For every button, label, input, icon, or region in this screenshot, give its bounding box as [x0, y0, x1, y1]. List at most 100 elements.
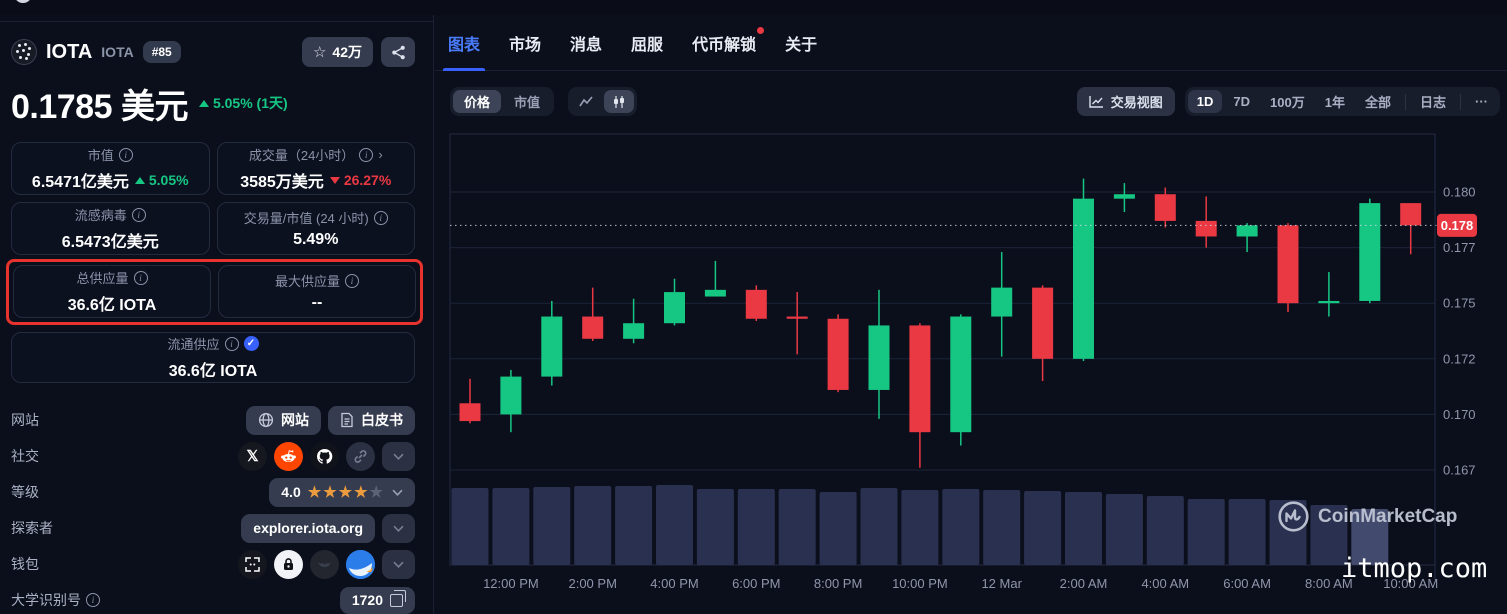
ledger-wallet-icon	[245, 556, 260, 572]
social-more-button[interactable]	[382, 441, 415, 471]
social-row: 社交 𝕏	[11, 438, 415, 474]
interval-100万[interactable]: 100万	[1261, 90, 1314, 113]
link-icon	[354, 449, 367, 463]
ucid-row: 大学识别号 i 1720	[11, 582, 415, 614]
volume-value: 3585万美元	[240, 174, 324, 191]
interval-7d[interactable]: 7D	[1224, 90, 1259, 113]
fdv-card: 流感病毒 i 6.5473亿美元	[11, 202, 210, 255]
total-supply-card: 总供应量 i 36.6亿 IOTA	[13, 265, 211, 318]
interval-全部[interactable]: 全部	[1356, 90, 1400, 113]
tab-token-unlocks[interactable]: 代币解锁	[692, 15, 765, 70]
candle-chart-type-button[interactable]	[604, 90, 635, 113]
divider	[0, 21, 434, 22]
volume-bar	[1187, 499, 1225, 565]
share-button[interactable]	[381, 37, 415, 67]
wallet-dark-button[interactable]	[310, 549, 339, 579]
reddit-button[interactable]	[274, 441, 303, 471]
tab-token-unlocks-label: 代币解锁	[692, 36, 757, 54]
watchlist-button[interactable]: ☆ 42万	[301, 37, 373, 67]
candle-body	[623, 323, 645, 339]
wallet-lock-button[interactable]	[274, 549, 303, 579]
market-cap-change: 5.05%	[148, 172, 189, 188]
candle-body	[1236, 225, 1258, 237]
time-axis-label: 6:00 PM	[732, 576, 780, 591]
volume-bar	[983, 490, 1021, 565]
info-icon[interactable]: i	[86, 593, 100, 607]
candle-body	[459, 403, 481, 422]
wallet-sphere-button[interactable]	[346, 549, 375, 579]
candle-body	[950, 316, 972, 433]
tab-yield[interactable]: 屈服	[631, 15, 663, 70]
info-icon[interactable]: i	[224, 336, 239, 351]
volume-bar	[1310, 505, 1348, 565]
info-icon[interactable]: i	[133, 270, 148, 285]
wallet-row: 钱包	[11, 546, 415, 582]
copy-icon	[390, 589, 406, 607]
info-icon[interactable]: i	[359, 147, 374, 162]
interval-1d[interactable]: 1D	[1187, 90, 1223, 113]
info-icon[interactable]: i	[131, 207, 146, 222]
volume-change: 26.27%	[343, 172, 392, 188]
tab-news-label: 消息	[570, 36, 603, 54]
candle-body	[664, 292, 685, 324]
explorer-button[interactable]: explorer.iota.org	[241, 513, 375, 543]
new-badge-dot	[757, 27, 765, 34]
info-icon[interactable]: i	[373, 210, 388, 225]
github-icon	[317, 448, 333, 464]
site-logo-partial	[14, 0, 32, 3]
x-twitter-button[interactable]: 𝕏	[238, 441, 267, 471]
volume-bar	[1228, 499, 1266, 565]
github-button[interactable]	[310, 441, 339, 471]
info-icon[interactable]: i	[118, 147, 133, 162]
interval-1年[interactable]: 1年	[1316, 90, 1354, 113]
ucid-value: 1720	[351, 592, 383, 608]
price-axis-label: 0.180	[1443, 185, 1476, 200]
time-axis-label: 12 Mar	[981, 576, 1022, 591]
line-chart-type-button[interactable]	[571, 90, 602, 113]
top-strip	[0, 0, 1507, 15]
tab-news[interactable]: 消息	[570, 15, 602, 70]
volume-bar	[778, 489, 816, 565]
metric-mcap-button[interactable]: 市值	[503, 90, 551, 113]
interval-···[interactable]: ···	[1466, 90, 1497, 113]
explorer-more-button[interactable]	[382, 513, 415, 543]
link-button[interactable]	[346, 441, 375, 471]
chevron-right-icon[interactable]: ›	[378, 147, 383, 162]
rating-value: 4.0	[281, 484, 301, 500]
info-icon[interactable]: i	[345, 273, 359, 288]
interval-selector: 1D 7D 100万 1年 全部 日志 ···	[1184, 87, 1500, 116]
section-tabbar: 图表 市场 消息 屈服 代币解锁 关于	[435, 15, 1507, 71]
tab-markets[interactable]: 市场	[509, 15, 541, 70]
max-supply-label: 最大供应量	[274, 274, 340, 289]
circulating-supply-label: 流通供应	[167, 337, 220, 352]
ucid-copy-button[interactable]: 1720	[339, 586, 415, 614]
line-chart-icon	[579, 95, 593, 106]
tab-chart[interactable]: 图表	[442, 15, 486, 71]
volume-bar	[819, 492, 857, 565]
candle-body	[1073, 198, 1094, 359]
price-axis-label: 0.172	[1443, 351, 1476, 366]
price-chart-canvas[interactable]: 0.180 0.177 0.175 0.172 0.170 0.167 0.178 12:00…	[435, 125, 1507, 614]
share-icon	[391, 45, 405, 59]
volume-bar	[492, 488, 530, 565]
tradingview-button[interactable]: 交易视图	[1076, 87, 1175, 116]
tab-about[interactable]: 关于	[785, 15, 817, 70]
candle-body	[1277, 225, 1299, 304]
interval-日志[interactable]: 日志	[1411, 90, 1455, 113]
circulating-supply-card: 流通供应 i ✓ 36.6亿 IOTA	[11, 332, 415, 383]
website-button[interactable]: 网站	[246, 405, 321, 435]
whitepaper-button[interactable]: 白皮书	[328, 405, 415, 435]
chart-type-toggle	[568, 87, 638, 116]
bat-wallet-icon	[318, 562, 331, 567]
volume-bar	[533, 487, 571, 565]
wallet-ledger-button[interactable]	[238, 549, 267, 579]
wallet-more-button[interactable]	[382, 549, 415, 579]
chevron-down-icon	[393, 561, 404, 568]
website-button-label: 网站	[281, 412, 309, 428]
rating-button[interactable]: 4.0 ★★★★★	[269, 477, 415, 507]
candle-body	[704, 289, 726, 297]
metric-price-button[interactable]: 价格	[453, 90, 502, 113]
time-axis-label: 4:00 AM	[1141, 576, 1189, 591]
verified-check-icon: ✓	[243, 336, 259, 351]
tradingview-icon	[1089, 96, 1103, 108]
